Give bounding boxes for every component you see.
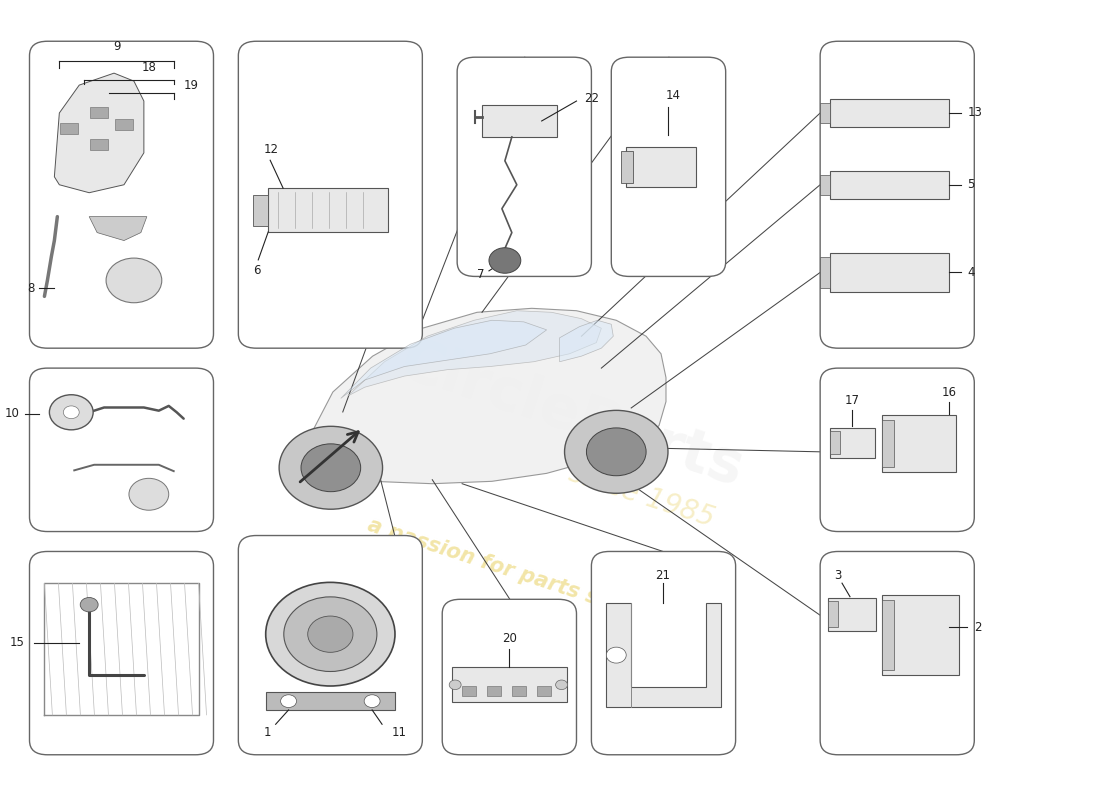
Bar — [830, 99, 949, 127]
Text: 6: 6 — [253, 264, 261, 277]
FancyBboxPatch shape — [30, 551, 213, 754]
FancyBboxPatch shape — [30, 368, 213, 531]
Bar — [537, 686, 551, 696]
Text: 14: 14 — [666, 89, 681, 102]
Text: 4: 4 — [967, 266, 975, 279]
Text: 16: 16 — [942, 386, 957, 399]
Polygon shape — [54, 73, 144, 193]
Text: 15: 15 — [10, 637, 24, 650]
Text: 20: 20 — [502, 632, 517, 645]
Text: 11: 11 — [392, 726, 407, 738]
Circle shape — [586, 428, 646, 476]
Circle shape — [556, 680, 568, 690]
Text: 5: 5 — [967, 178, 975, 191]
Bar — [830, 254, 949, 291]
FancyBboxPatch shape — [239, 42, 422, 348]
Bar — [821, 258, 830, 287]
Circle shape — [449, 680, 461, 690]
Circle shape — [50, 394, 94, 430]
Polygon shape — [341, 320, 547, 398]
FancyBboxPatch shape — [239, 535, 422, 754]
Text: 7: 7 — [477, 267, 485, 281]
Circle shape — [308, 616, 353, 652]
Bar — [828, 598, 876, 631]
Text: CircleParts: CircleParts — [393, 334, 750, 498]
Bar — [882, 600, 893, 670]
Text: 22: 22 — [584, 92, 600, 105]
Bar — [90, 107, 108, 118]
Circle shape — [129, 478, 168, 510]
FancyBboxPatch shape — [30, 42, 213, 348]
Bar — [830, 170, 949, 198]
FancyBboxPatch shape — [592, 551, 736, 754]
Circle shape — [106, 258, 162, 302]
Text: 19: 19 — [184, 78, 199, 91]
Bar — [452, 667, 566, 702]
Bar — [882, 595, 959, 675]
Bar — [626, 147, 696, 186]
FancyBboxPatch shape — [442, 599, 576, 754]
Text: 10: 10 — [4, 407, 20, 420]
FancyBboxPatch shape — [821, 368, 975, 531]
FancyBboxPatch shape — [821, 42, 975, 348]
Circle shape — [564, 410, 668, 494]
Bar — [621, 151, 634, 182]
Text: 2: 2 — [975, 621, 982, 634]
Bar — [830, 431, 840, 454]
Circle shape — [80, 598, 98, 612]
Text: 12: 12 — [263, 143, 278, 156]
Polygon shape — [606, 603, 720, 707]
Bar — [882, 414, 956, 472]
Circle shape — [364, 694, 381, 707]
Polygon shape — [348, 310, 602, 396]
Text: since 1985: since 1985 — [564, 459, 717, 533]
Text: 3: 3 — [835, 569, 842, 582]
Text: 13: 13 — [967, 106, 982, 119]
Bar — [821, 103, 830, 123]
Circle shape — [284, 597, 377, 671]
Circle shape — [266, 582, 395, 686]
Text: 21: 21 — [656, 569, 671, 582]
FancyBboxPatch shape — [612, 57, 726, 277]
Text: 9: 9 — [113, 40, 120, 54]
Text: a passion for parts since 1985: a passion for parts since 1985 — [365, 515, 708, 644]
Bar — [487, 686, 500, 696]
Bar — [882, 419, 893, 467]
Bar — [828, 602, 838, 627]
Bar — [512, 686, 526, 696]
Text: 8: 8 — [28, 282, 34, 295]
Bar — [253, 194, 268, 226]
Circle shape — [279, 426, 383, 510]
Bar — [268, 188, 387, 232]
Text: 17: 17 — [845, 394, 859, 407]
FancyBboxPatch shape — [821, 551, 975, 754]
Polygon shape — [89, 217, 147, 241]
Text: 18: 18 — [142, 61, 156, 74]
Circle shape — [490, 248, 520, 274]
Circle shape — [280, 694, 297, 707]
FancyBboxPatch shape — [458, 57, 592, 277]
Text: 1: 1 — [263, 726, 271, 738]
Bar — [90, 139, 108, 150]
Bar — [830, 427, 874, 458]
Polygon shape — [288, 308, 666, 484]
Polygon shape — [560, 320, 614, 362]
Bar — [60, 123, 78, 134]
Circle shape — [64, 406, 79, 418]
Bar — [482, 105, 557, 137]
Bar — [462, 686, 476, 696]
Bar — [821, 174, 830, 194]
Circle shape — [301, 444, 361, 492]
Circle shape — [606, 647, 626, 663]
Bar — [116, 119, 133, 130]
Bar — [266, 692, 395, 710]
